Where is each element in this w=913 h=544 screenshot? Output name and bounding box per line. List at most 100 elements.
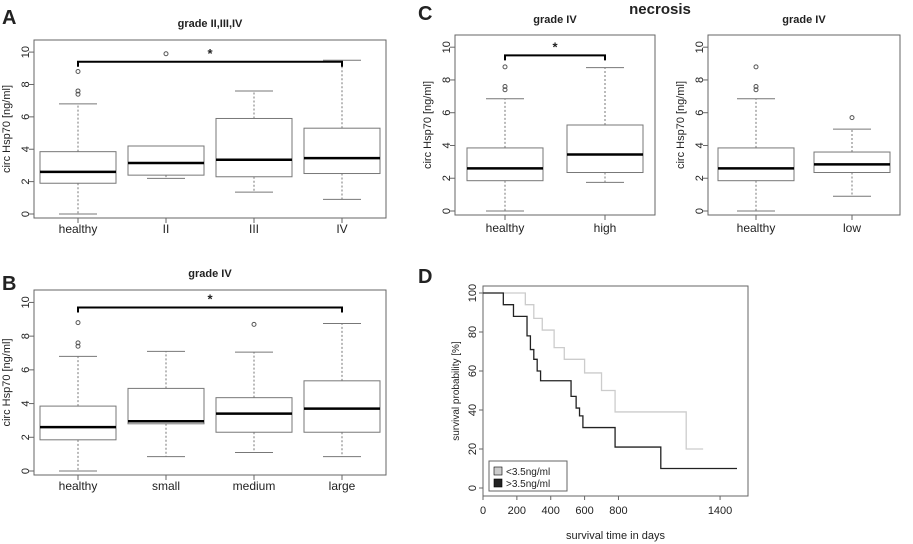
y-tick-label: 8 [694,77,706,83]
legend-label: >3.5ng/ml [506,479,550,490]
y-tick-label: 0 [694,208,706,214]
y-tick-label: 2 [20,434,32,440]
x-axis-label: survival time in days [566,530,666,542]
box [127,387,205,425]
panel-letter-c: C [418,3,432,25]
outlier-point [502,87,508,93]
y-tick-label: 0 [467,485,479,491]
chart-title: grade IV [533,14,577,26]
y-tick-label: 40 [467,404,479,416]
box [39,405,117,441]
box [717,147,795,182]
x-tick-label: large [329,479,356,493]
x-tick-label: 600 [575,505,593,517]
boxplot-panel-b: grade IV circ Hsp70 [ng/ml] 0 2 4 6 8 10 healthy… [1,268,387,493]
y-tick-label: 8 [20,81,32,87]
outlier-point [75,88,81,94]
outlier-point [753,87,759,93]
x-tick-label: 200 [508,505,526,517]
y-axis-label: circ Hsp70 [ng/ml] [1,85,13,173]
boxplot-panel-c-high: grade IV circ Hsp70 [ng/ml] 0 2 4 6 8 10 healthy… [422,14,656,235]
boxplot-panel-a: grade II,III,IV circ Hsp70 [ng/ml] 0 2 4 6 8 10… [1,18,387,236]
y-axis-label: circ Hsp70 [ng/ml] [422,81,434,169]
survival-panel-d: 0 20 40 60 80 100 0 200 400 600 800 1400 survival ti… [451,284,749,542]
chart-title: grade II,III,IV [178,18,243,30]
x-tick-label: low [843,221,861,235]
box [566,124,644,174]
y-tick-label: 100 [467,284,479,302]
outlier-point [502,64,508,70]
y-tick-label: 4 [20,401,32,407]
y-tick-label: 2 [694,175,706,181]
box [215,397,293,433]
panel-letter-a: A [2,7,16,29]
y-tick-label: 60 [467,365,479,377]
box [127,145,205,176]
y-tick-label: 6 [441,110,453,116]
survival-curve-low [483,292,704,450]
y-tick-label: 8 [441,77,453,83]
plot-frame [482,285,749,497]
legend-label: <3.5ng/ml [506,467,550,478]
box [813,151,891,174]
y-tick-label: 4 [20,146,32,152]
significance-bracket [504,54,606,61]
significance-star: * [207,46,213,61]
x-tick-label: 0 [480,505,486,517]
x-tick-label: III [249,222,259,236]
y-tick-label: 10 [694,41,706,53]
significance-star: * [552,39,558,54]
box [39,151,117,184]
x-tick-label: healthy [59,479,98,493]
x-tick-label: healthy [59,222,98,236]
outlier-point [75,343,81,349]
chart-title: grade IV [188,268,232,280]
y-tick-label: 4 [441,142,453,148]
x-tick-label: healthy [486,221,525,235]
x-tick-label: II [163,222,170,236]
significance-star: * [207,291,213,306]
outlier-point [163,51,169,57]
y-tick-label: 8 [20,333,32,339]
legend-swatch [493,466,503,476]
plot-frame [707,34,901,216]
outlier-point [75,69,81,75]
y-tick-label: 6 [20,367,32,373]
x-tick-label: small [152,479,180,493]
plot-frame [33,39,387,219]
x-tick-label: high [594,221,617,235]
outlier-point [251,321,257,327]
outlier-point [849,115,855,121]
y-tick-label: 10 [20,46,32,58]
survival-curve-high [483,292,737,470]
y-tick-label: 6 [694,110,706,116]
outlier-point [75,320,81,326]
outlier-point [502,84,508,90]
panel-letter-d: D [418,266,432,288]
x-tick-label: 1400 [708,505,732,517]
y-tick-label: 80 [467,326,479,338]
y-axis-label: circ Hsp70 [ng/ml] [1,338,13,426]
y-tick-label: 2 [441,175,453,181]
y-tick-label: 0 [441,208,453,214]
significance-bracket [77,60,343,67]
x-tick-label: medium [233,479,276,493]
y-tick-label: 0 [20,468,32,474]
chart-title: grade IV [782,14,826,26]
outlier-point [75,91,81,97]
y-tick-label: 10 [20,296,32,308]
y-axis-label: survival probability [%] [451,341,462,441]
outlier-point [753,64,759,70]
outlier-point [753,84,759,90]
plot-frame [454,34,656,216]
y-tick-label: 20 [467,443,479,455]
box [303,127,381,175]
outlier-point [75,340,81,346]
x-tick-label: IV [336,222,347,236]
x-tick-label: 800 [609,505,627,517]
panel-letter-b: B [2,273,16,295]
box [215,117,293,178]
necrosis-title: necrosis [629,1,691,18]
y-tick-label: 0 [20,211,32,217]
